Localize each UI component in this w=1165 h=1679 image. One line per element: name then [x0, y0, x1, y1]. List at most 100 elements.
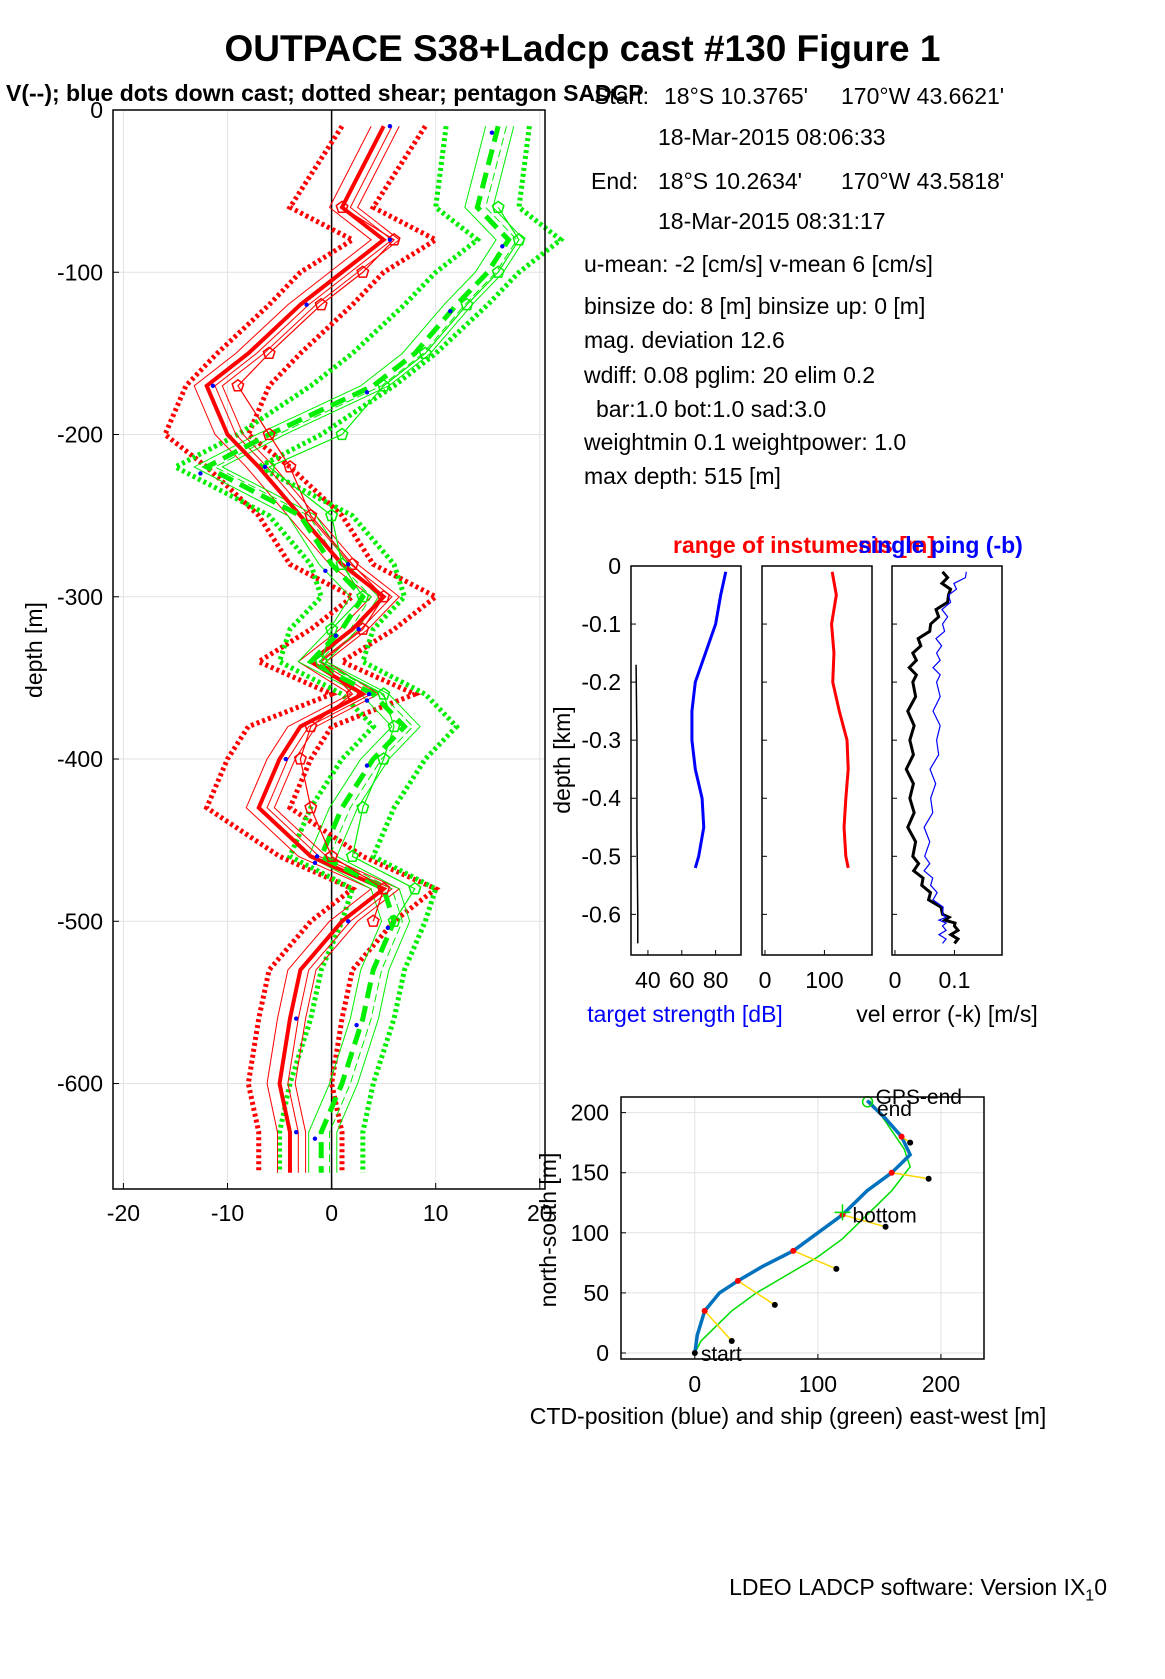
u-downcast-dot [346, 919, 351, 924]
profile-lines [161, 110, 565, 1189]
u-downcast-dot [387, 124, 393, 129]
velerr-xtick-label: 0 [889, 967, 902, 993]
wdiff-text: wdiff: 0.08 pglim: 20 elim 0.2 [584, 362, 876, 388]
velerr-panel-box [891, 565, 1003, 956]
v_sadcp-pentagon [408, 881, 422, 895]
ctd-ship-link [891, 1171, 929, 1180]
u-downcast-dot [262, 464, 268, 470]
profile-ytick-label: -100 [57, 259, 103, 285]
end-label: End: [591, 168, 639, 194]
position-grid [621, 1097, 984, 1359]
u_sadcp-pentagon [325, 849, 339, 862]
ctd-ship-link [704, 1310, 733, 1342]
range-title: range of instuments [m] [673, 532, 935, 558]
footer-text: LDEO LADCP software: Version IX [729, 1574, 1086, 1600]
u_sadcp-pentagon [304, 800, 318, 814]
bar-text: bar:1.0 bot:1.0 sad:3.0 [596, 396, 827, 422]
v_sadcp-pentagon [387, 914, 401, 927]
weight-text: weightmin 0.1 weightpower: 1.0 [584, 429, 907, 455]
u-downcast-dot [387, 237, 393, 243]
single-ping-title: single ping (-b) [858, 532, 1023, 558]
v_sadcp-pentagon [418, 346, 432, 359]
u-downcast-dot [210, 383, 216, 389]
v_sadcp-pentagon [345, 849, 359, 862]
position-ytick-label: 150 [571, 1160, 609, 1186]
profile-ytick-label: -500 [57, 908, 103, 934]
v-downcast-dot [364, 390, 370, 395]
page-title: OUTPACE S38+Ladcp cast #130 Figure 1 [224, 28, 941, 69]
profile-ytick-label: -600 [57, 1071, 103, 1097]
profile-ytick-label: -200 [57, 422, 103, 448]
u_sadcp-pentagon [387, 232, 401, 246]
start-lat: 18°S 10.3765' [664, 83, 809, 109]
ctd-dot [790, 1247, 797, 1254]
u_sadcp-pentagon [262, 346, 276, 359]
ctd-dot [898, 1133, 905, 1140]
position-ytick-label: 200 [571, 1100, 609, 1126]
v_sadcp-pentagon [356, 589, 370, 603]
position-xlabel: CTD-position (blue) and ship (green) eas… [530, 1403, 1046, 1429]
u_sadcp-pentagon [356, 622, 370, 635]
ts-ytick-label: -0.2 [581, 669, 621, 695]
v_sadcp-pentagon [325, 508, 339, 522]
u-thin-line [221, 125, 401, 1173]
v-downcast-dot [364, 763, 370, 768]
u_sadcp-line [237, 206, 396, 922]
u_sadcp-pentagon [377, 881, 391, 895]
v-downcast-dot [312, 1136, 318, 1141]
v-shear-max [253, 125, 565, 1173]
v-downcast-dot [364, 698, 370, 703]
position-xtick-label: 0 [688, 1371, 701, 1397]
profile-xtick-label: -20 [107, 1200, 140, 1226]
u_sadcp-pentagon [283, 460, 297, 473]
profile-ylabel: depth [m] [21, 602, 47, 698]
v-downcast-dot [489, 130, 495, 135]
v_sadcp-pentagon [325, 622, 339, 635]
u-downcast-dot [294, 1130, 299, 1135]
position-ticks: 0 100 200 0 50 100 150 200 [571, 1100, 960, 1397]
maxdepth-text: max depth: 515 [m] [584, 463, 781, 489]
v_sadcp-pentagon [356, 800, 370, 814]
u-thin-line [193, 125, 373, 1173]
profile-xtick-label: -10 [211, 1200, 244, 1226]
v-downcast-dot [312, 860, 318, 866]
profile-xtick-label: 0 [325, 1200, 338, 1226]
profile-xtick-label: 10 [423, 1200, 449, 1226]
vel-error-line [904, 570, 961, 945]
u_sadcp-pentagon [293, 752, 307, 765]
ts-ytick-label: -0.3 [581, 727, 621, 753]
v-downcast-dot [354, 1022, 359, 1028]
u-profile-line [204, 125, 388, 1173]
ctd-ship-link [737, 1280, 776, 1306]
start-lon: 170°W 43.6621' [841, 83, 1005, 109]
ship-dot [882, 1223, 889, 1230]
start-label: Start: [594, 83, 649, 109]
instrument-panels: range of instuments [m] single ping (-b)… [549, 532, 1038, 1027]
ts-panel-box [630, 565, 742, 956]
v-downcast-dot [198, 471, 203, 476]
end-lon: 170°W 43.5818' [841, 168, 1005, 194]
bottom-label: bottom [852, 1204, 916, 1227]
ts-ytick-label: -0.1 [581, 611, 621, 637]
software-version: LDEO LADCP software: Version IX10 [729, 1574, 1107, 1606]
u_sadcp-pentagon [377, 589, 391, 603]
binsize-text: binsize do: 8 [m] binsize up: 0 [m] [584, 293, 926, 319]
v_sadcp-pentagon [491, 265, 505, 278]
footer-tail: 0 [1094, 1574, 1107, 1600]
u_sadcp-pentagon [345, 687, 359, 700]
ts-ylabel: depth [km] [549, 706, 575, 813]
velerr-xlabel: vel error (-k) [m/s] [856, 1001, 1037, 1027]
u_sadcp-pentagon [304, 508, 318, 522]
range-xtick-label: 0 [759, 967, 772, 993]
ship-dot [833, 1265, 840, 1272]
u-downcast-dot [346, 562, 351, 567]
v_sadcp-pentagon [377, 687, 391, 700]
position-axes-box [620, 1096, 985, 1360]
ts-xlabel: target strength [dB] [587, 1001, 783, 1027]
start-label: start [701, 1343, 742, 1366]
range-xtick-label: 100 [805, 967, 843, 993]
v_sadcp-pentagon [314, 654, 328, 668]
